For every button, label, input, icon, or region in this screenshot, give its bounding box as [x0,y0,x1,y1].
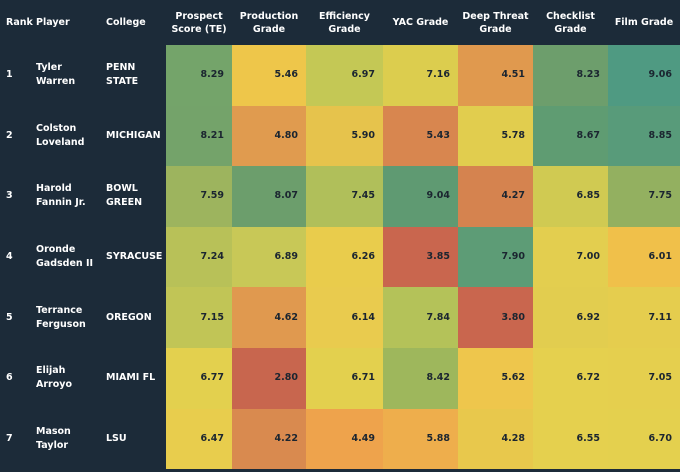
column-header: YAC Grade [392,17,449,28]
grade-cell: 7.75 [608,166,680,227]
college-cell: MIAMI FL [106,372,156,384]
grade-cell: 8.23 [533,45,608,106]
table-row: 5 Terrance Ferguson OREGON 7.15 4.62 6.14 7.84… [0,287,680,348]
grade-cell: 6.85 [533,166,608,227]
table-row: 2 Colston Loveland MICHIGAN 8.21 4.80 5.90 5.4… [0,105,680,167]
college-cell: LSU [106,432,127,444]
player-cell: Elijah Arroyo [36,365,72,391]
table-row: 4 Oronde Gadsden II SYRACUSE 7.24 6.89 6.26 3.… [0,226,680,288]
grade-cell: 7.45 [306,166,383,227]
grade-cell: 8.67 [533,105,608,167]
player-cell: Colston Loveland [36,122,85,148]
column-header: Production Grade [239,10,299,35]
grade-cell: 6.55 [533,408,608,470]
grade-cell: 8.29 [166,45,232,106]
grade-cell: 7.11 [608,287,680,348]
grade-cell: 5.90 [306,105,383,167]
column-header: Efficiency Grade [318,10,370,35]
grade-cell: 4.28 [458,408,533,470]
grade-cell: 4.49 [306,408,383,470]
rank-cell: 2 [6,129,13,141]
college-cell: PENN STATE [106,62,139,88]
grade-cell: 8.85 [608,105,680,167]
grade-cell: 6.71 [306,347,383,409]
grade-cell: 3.85 [383,226,458,288]
column-header: Rank [6,17,33,28]
grade-cell: 4.22 [232,408,306,470]
column-header: Checklist Grade [546,10,595,35]
grade-cell: 7.15 [166,287,232,348]
column-header: College [106,17,146,28]
player-cell: Oronde Gadsden II [36,244,94,270]
grade-cell: 8.42 [383,347,458,409]
grade-cell: 3.80 [458,287,533,348]
grade-cell: 7.84 [383,287,458,348]
player-cell: Mason Taylor [36,425,71,451]
grade-cell: 4.27 [458,166,533,227]
rank-cell: 5 [6,311,13,323]
player-cell: Harold Fannin Jr. [36,183,86,209]
grade-cell: 7.59 [166,166,232,227]
grade-cell: 6.72 [533,347,608,409]
rank-cell: 4 [6,251,13,263]
rank-cell: 6 [6,372,13,384]
column-header: Player [36,17,70,28]
table-row: 1 Tyler Warren PENN STATE 8.29 5.46 6.97 7.16 4… [0,45,680,106]
table-row: 6 Elijah Arroyo MIAMI FL 6.77 2.80 6.71 8.42 5.… [0,347,680,409]
grade-cell: 9.06 [608,45,680,106]
grade-cell: 7.90 [458,226,533,288]
grade-cell: 4.62 [232,287,306,348]
grade-cell: 6.14 [306,287,383,348]
grade-cell: 6.92 [533,287,608,348]
grade-cell: 6.01 [608,226,680,288]
table-body: 1 Tyler Warren PENN STATE 8.29 5.46 6.97 7.16 4… [0,45,680,470]
table-row: 3 Harold Fannin Jr. BOWL GREEN 7.59 8.07 7.45… [0,166,680,227]
rank-cell: 7 [6,432,13,444]
table-row: 7 Mason Taylor LSU 6.47 4.22 4.49 5.88 4.28 6.55… [0,408,680,470]
grade-cell: 4.51 [458,45,533,106]
column-header: Deep Threat Grade [462,10,529,35]
college-cell: BOWL GREEN [106,183,143,209]
grade-cell: 7.05 [608,347,680,409]
grade-cell: 5.46 [232,45,306,106]
grade-cell: 6.97 [306,45,383,106]
grade-cell: 6.47 [166,408,232,470]
column-header: Film Grade [614,17,674,28]
grade-cell: 6.26 [306,226,383,288]
college-cell: MICHIGAN [106,129,161,141]
grade-cell: 6.77 [166,347,232,409]
grade-cell: 7.24 [166,226,232,288]
rank-cell: 1 [6,69,13,81]
grade-cell: 5.43 [383,105,458,167]
college-cell: OREGON [106,311,152,323]
rank-cell: 3 [6,190,13,202]
grade-cell: 6.70 [608,408,680,470]
grade-cell: 2.80 [232,347,306,409]
grade-cell: 5.62 [458,347,533,409]
college-cell: SYRACUSE [106,251,163,263]
header-row: Rank Player College Prospect Score (TE) Prod… [0,0,680,45]
grade-cell: 7.00 [533,226,608,288]
grade-cell: 7.16 [383,45,458,106]
grade-cell: 5.88 [383,408,458,470]
grade-cell: 6.89 [232,226,306,288]
column-header: Prospect Score (TE) [171,10,227,35]
grade-cell: 5.78 [458,105,533,167]
player-cell: Terrance Ferguson [36,304,86,330]
player-cell: Tyler Warren [36,62,76,88]
grade-cell: 8.07 [232,166,306,227]
grade-cell: 4.80 [232,105,306,167]
grade-cell: 9.04 [383,166,458,227]
grade-cell: 8.21 [166,105,232,167]
